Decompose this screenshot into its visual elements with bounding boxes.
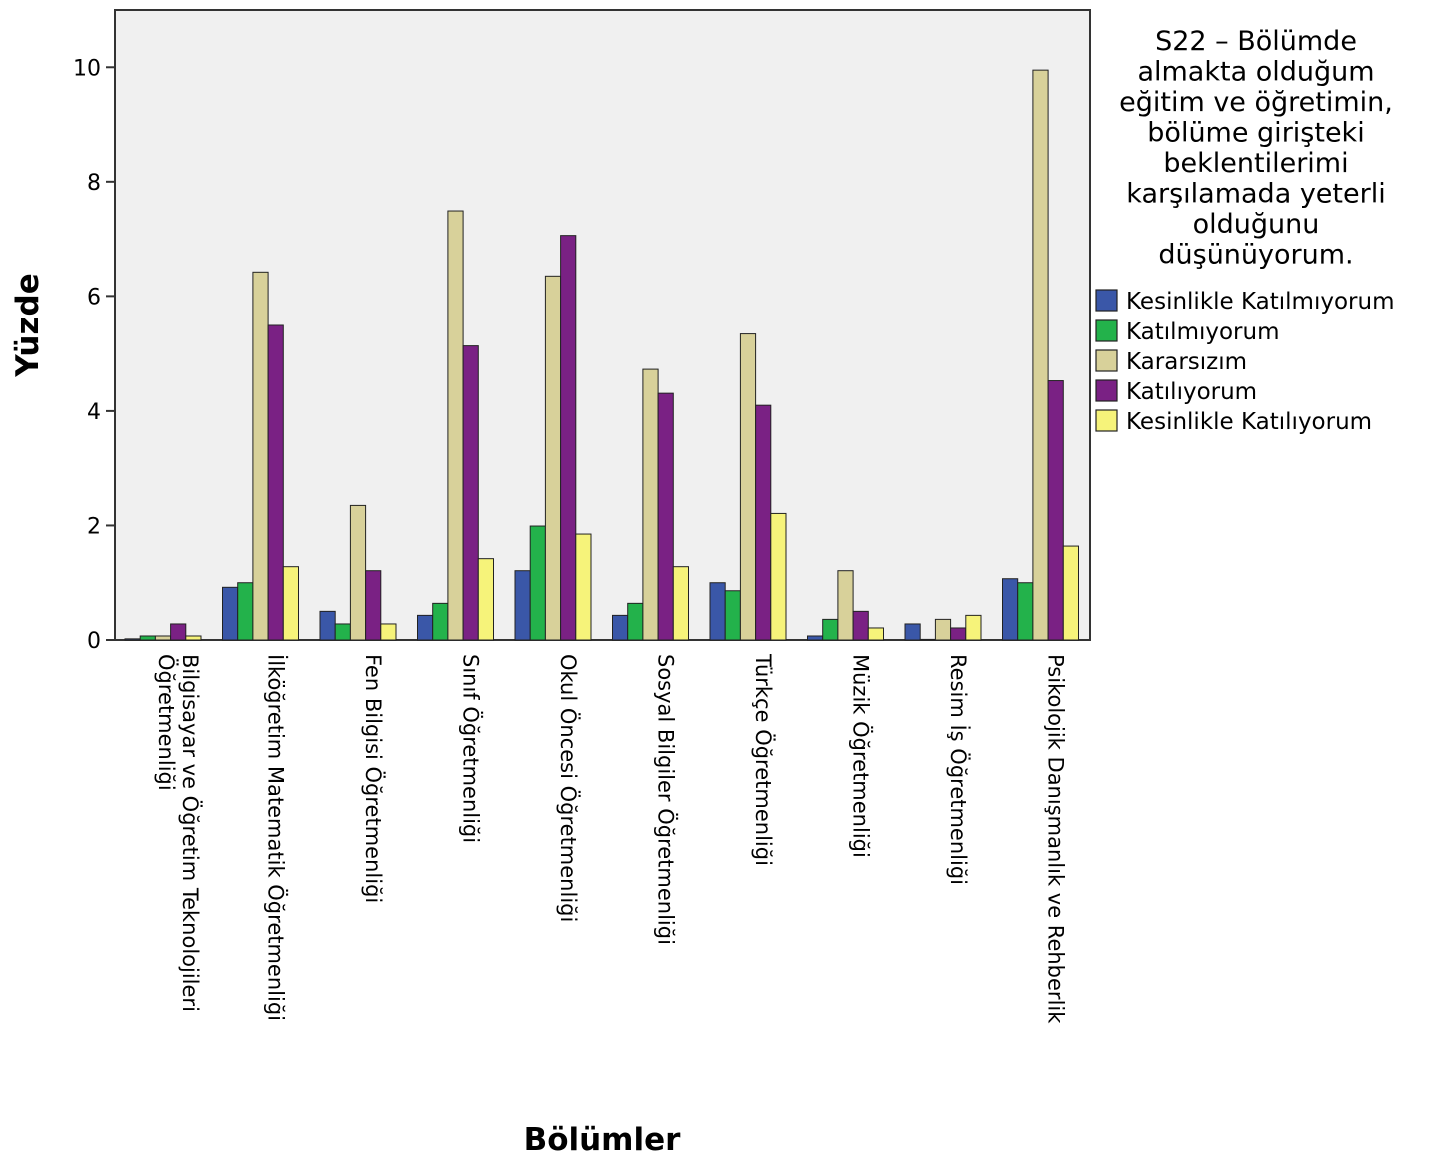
bar-1-2 bbox=[222, 586, 239, 641]
bar-1-6 bbox=[612, 614, 629, 641]
bar-5-4 bbox=[477, 558, 494, 641]
legend-label: Katılıyorum bbox=[1126, 379, 1257, 405]
x-axis: Bilgisayar ve Öğretim TeknolojileriÖğret… bbox=[154, 653, 1068, 1024]
bar-1-5 bbox=[514, 570, 531, 641]
x-category-label: Öğretmenliği bbox=[154, 654, 179, 791]
legend-label: Kesinlikle Katılıyorum bbox=[1126, 409, 1372, 435]
bar-5-2 bbox=[282, 566, 299, 641]
bar-4-10 bbox=[1047, 380, 1064, 641]
bar-2-1 bbox=[139, 635, 156, 641]
legend-title-line: beklentilerimi bbox=[1163, 148, 1348, 179]
bar-3-5 bbox=[544, 275, 562, 641]
legend-title-line: bölüme girişteki bbox=[1147, 118, 1364, 149]
x-category-label: Okul Öncesi Öğretmenliği bbox=[556, 654, 581, 922]
x-category-label: Psikolojik Danışmanlık ve Rehberlik bbox=[1044, 654, 1068, 1024]
legend-label: Kesinlikle Katılmıyorum bbox=[1126, 289, 1394, 315]
bar-4-4 bbox=[462, 345, 479, 641]
bar-3-3 bbox=[349, 504, 367, 641]
y-axis-title: Yüzde bbox=[10, 273, 46, 378]
bar-2-8 bbox=[822, 618, 839, 641]
legend-title-line: eğitim ve öğretimin, bbox=[1119, 87, 1393, 118]
x-category-label: Türkçe Öğretmenliği bbox=[751, 653, 776, 866]
bar-4-6 bbox=[657, 392, 674, 641]
legend-swatch bbox=[1095, 319, 1118, 342]
bar-3-9 bbox=[934, 618, 952, 641]
bar-2-3 bbox=[334, 623, 351, 641]
bar-5-10 bbox=[1062, 545, 1080, 641]
legend-swatch bbox=[1095, 349, 1118, 372]
bar-3-7 bbox=[739, 333, 757, 641]
bar-1-1 bbox=[124, 638, 141, 641]
legend-title-line: olduğunu bbox=[1193, 209, 1320, 240]
bar-5-5 bbox=[575, 533, 592, 641]
y-tick-label: 0 bbox=[87, 629, 101, 654]
bar-2-4 bbox=[432, 602, 449, 641]
x-axis-title: Bölümler bbox=[524, 1122, 682, 1158]
bar-4-9 bbox=[950, 627, 967, 641]
y-tick-label: 6 bbox=[87, 285, 101, 310]
bar-1-3 bbox=[319, 610, 336, 641]
bar-3-4 bbox=[447, 210, 464, 641]
legend-title-line: S22 – Bölümde bbox=[1155, 26, 1357, 57]
bar-5-9 bbox=[965, 614, 982, 641]
bar-3-1 bbox=[154, 635, 172, 641]
bar-5-1 bbox=[185, 635, 202, 641]
legend-label: Katılmıyorum bbox=[1126, 319, 1280, 345]
bar-3-2 bbox=[252, 271, 269, 641]
bar-1-4 bbox=[417, 614, 434, 641]
x-category-label: Bilgisayar ve Öğretim Teknolojileri bbox=[178, 654, 203, 1012]
y-axis: 0 2 4 6 8 10 bbox=[73, 56, 115, 654]
x-category-label: Sosyal Bilgiler Öğretmenliği bbox=[654, 654, 679, 945]
bar-2-7 bbox=[724, 590, 741, 641]
bar-2-5 bbox=[529, 525, 546, 641]
bar-4-5 bbox=[560, 235, 577, 641]
y-tick-label: 10 bbox=[73, 56, 101, 81]
legend-title-line: karşılamada yeterli bbox=[1126, 179, 1385, 210]
bar-3-10 bbox=[1032, 69, 1049, 641]
legend-label: Kararsızım bbox=[1126, 349, 1247, 375]
legend-title-line: almakta olduğum bbox=[1137, 57, 1374, 88]
bar-3-8 bbox=[837, 570, 854, 641]
x-category-label: İlköğretim Matematik Öğretmenliği bbox=[264, 654, 289, 1021]
x-category-label: Müzik Öğretmenliği bbox=[849, 654, 874, 858]
bars-group bbox=[124, 69, 1080, 641]
y-tick-label: 4 bbox=[87, 400, 101, 425]
bar-1-8 bbox=[807, 635, 824, 641]
legend-swatch bbox=[1095, 379, 1118, 402]
bar-5-7 bbox=[770, 512, 787, 641]
bar-4-1 bbox=[170, 623, 187, 641]
bar-2-9 bbox=[919, 638, 936, 641]
x-category-label: Sınıf Öğretmenliği bbox=[459, 654, 484, 843]
bar-1-10 bbox=[1002, 578, 1019, 641]
legend-swatch bbox=[1095, 289, 1118, 312]
bar-1-9 bbox=[904, 623, 921, 641]
legend-title-line: düşünüyorum. bbox=[1158, 240, 1353, 271]
bar-3-6 bbox=[642, 368, 659, 641]
bar-2-2 bbox=[237, 582, 254, 641]
bar-4-3 bbox=[365, 570, 382, 641]
bar-5-8 bbox=[867, 627, 884, 641]
legend-swatch bbox=[1095, 409, 1118, 432]
y-tick-label: 2 bbox=[87, 514, 101, 539]
bar-5-6 bbox=[672, 566, 689, 641]
bar-2-10 bbox=[1017, 582, 1034, 641]
bar-4-7 bbox=[755, 404, 772, 641]
bar-1-7 bbox=[709, 582, 726, 641]
x-category-label: Resim İş Öğretmenliği bbox=[946, 654, 971, 885]
bar-4-8 bbox=[852, 610, 869, 641]
y-tick-label: 8 bbox=[87, 171, 101, 196]
bar-5-3 bbox=[380, 623, 397, 641]
x-category-label: Fen Bilgisi Öğretmenliği bbox=[361, 654, 386, 903]
bar-4-2 bbox=[267, 324, 284, 641]
bar-2-6 bbox=[627, 602, 644, 641]
